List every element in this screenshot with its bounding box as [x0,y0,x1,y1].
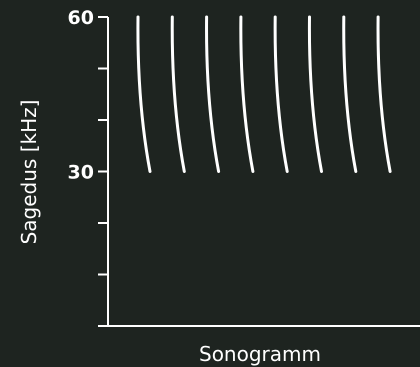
call-curve-2 [170,15,186,173]
y-tick-label-30: 30 [68,162,94,184]
call-curve-7 [342,15,358,173]
call-curve-1 [136,15,152,173]
call-curve-6 [307,15,323,173]
call-curve-4 [239,15,255,173]
y-tick-labels: 60 30 [68,7,94,184]
call-curve-5 [273,15,289,173]
x-axis-label: Sonogramm [199,342,321,366]
call-curve-3 [205,15,221,173]
y-axis-label: Sagedus [kHz] [17,100,41,245]
y-tick-label-60: 60 [68,7,94,29]
axes [98,17,420,327]
y-ticks [98,16,108,276]
call-curve-8 [376,15,392,173]
series-calls [136,15,392,173]
